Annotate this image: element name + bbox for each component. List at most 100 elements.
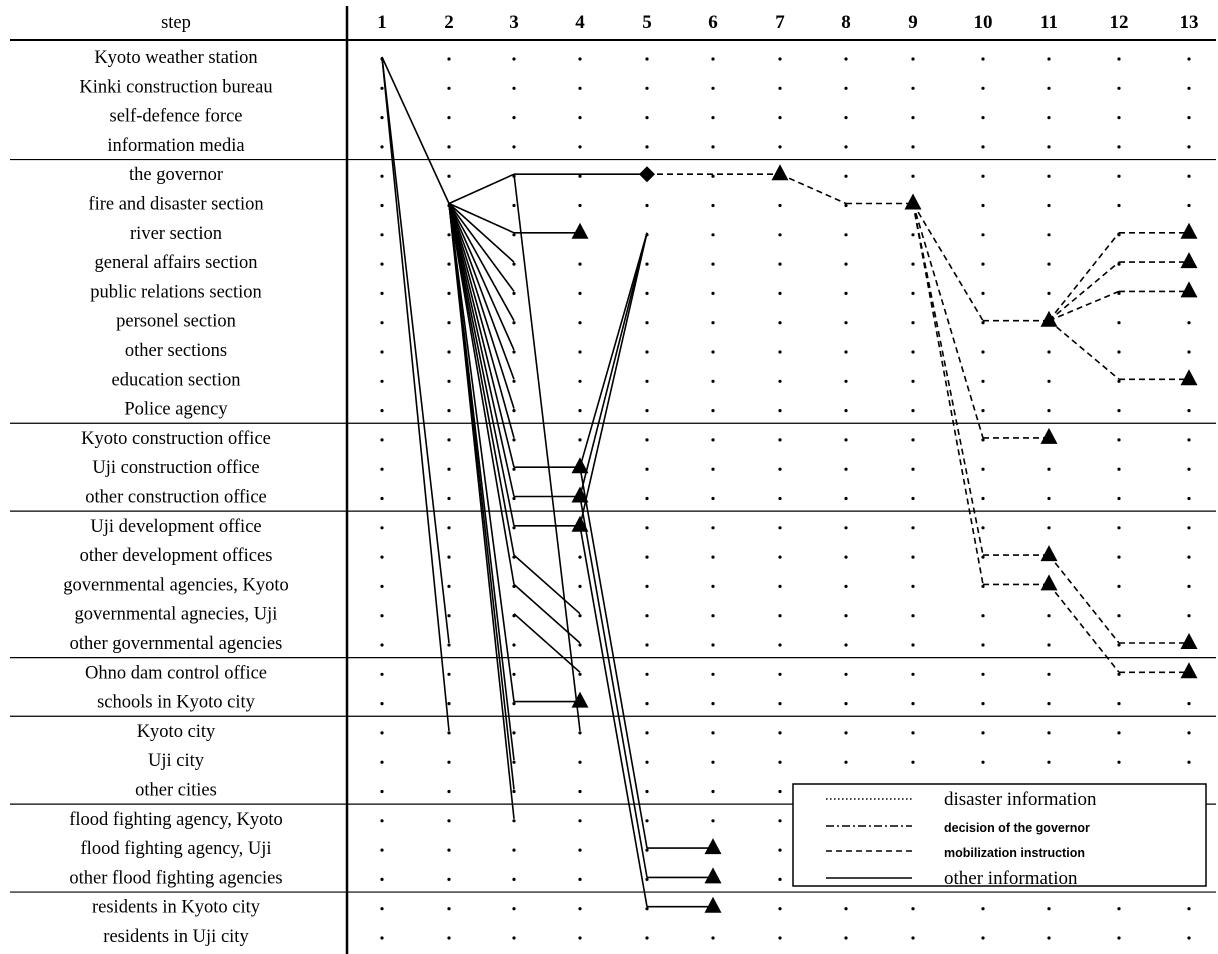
grid-dot	[711, 409, 715, 413]
grid-dot	[1047, 496, 1051, 501]
grid-dot	[1117, 262, 1121, 266]
grid-dot	[578, 584, 582, 589]
grid-dot	[711, 262, 715, 266]
grid-dot	[911, 643, 915, 647]
flow-link	[448, 202, 515, 263]
flow-link	[513, 583, 581, 644]
grid-dot	[512, 467, 516, 471]
arrival-triangle	[1180, 222, 1198, 239]
grid-dot	[512, 877, 516, 882]
grid-dot	[911, 614, 915, 618]
grid-dot	[911, 496, 915, 501]
grid-dot	[578, 145, 582, 149]
grid-dot	[1187, 57, 1191, 61]
grid-dot	[1047, 907, 1051, 911]
grid-dot	[981, 116, 985, 120]
step-number: 1	[377, 12, 387, 33]
grid-dot	[1047, 526, 1051, 530]
grid-dot	[447, 526, 451, 530]
grid-dot	[645, 116, 649, 120]
row-label: Police agency	[124, 400, 228, 420]
grid-dot	[447, 643, 451, 647]
flow-link	[448, 203, 515, 702]
grid-dot	[844, 233, 848, 237]
grid-dot	[645, 321, 649, 325]
grid-dot	[911, 379, 915, 383]
arrival-triangle	[1180, 633, 1198, 649]
arrival-triangle	[571, 691, 589, 708]
flow-link	[1048, 232, 1120, 322]
grid-dot	[447, 702, 451, 706]
grid-dot	[512, 145, 516, 149]
grid-dot	[778, 86, 782, 90]
legend-label: other information	[944, 868, 1078, 889]
grid-dot	[778, 643, 782, 647]
grid-dot	[1047, 233, 1051, 237]
step-header-label: step	[161, 13, 191, 33]
grid-dot	[578, 877, 582, 882]
grid-dot	[711, 819, 715, 823]
grid-dot	[911, 438, 915, 442]
grid-dot	[645, 86, 649, 90]
grid-dot	[911, 57, 915, 61]
flow-link	[579, 467, 648, 849]
grid-dot	[1187, 936, 1191, 940]
grid-dot	[380, 409, 384, 413]
grid-dot	[645, 936, 649, 940]
flow-link	[381, 56, 450, 731]
grid-dot	[844, 760, 848, 764]
step-number: 2	[444, 12, 454, 33]
step-number: 13	[1180, 12, 1199, 33]
grid-dot	[380, 379, 384, 383]
flow-link	[448, 202, 515, 234]
grid-dot	[447, 672, 451, 676]
grid-dot	[512, 848, 516, 852]
legend: disaster information decision of the gove…	[792, 783, 1207, 889]
grid-dot	[1187, 438, 1191, 442]
row-label: other development offices	[80, 546, 273, 566]
grid-dot	[1187, 614, 1191, 618]
grid-dot	[512, 262, 516, 266]
grid-dot	[1187, 467, 1191, 471]
grid-dot	[645, 789, 649, 794]
flow-link	[579, 232, 648, 497]
row-label: other sections	[125, 341, 227, 361]
grid-dot	[844, 702, 848, 706]
grid-dot	[1187, 496, 1191, 501]
row-label: Kyoto construction office	[81, 429, 271, 449]
grid-dot	[1187, 760, 1191, 764]
arrival-triangle	[1040, 310, 1058, 327]
grid-dot	[981, 584, 985, 589]
grid-dot	[380, 350, 384, 354]
grid-dot	[578, 57, 582, 61]
grid-dot	[645, 496, 649, 501]
grid-dot	[844, 174, 848, 178]
grid-dot	[578, 760, 582, 764]
grid-dot	[645, 145, 649, 149]
grid-dot	[911, 291, 915, 295]
grid-dot	[1047, 57, 1051, 61]
grid-dot	[844, 936, 848, 940]
grid-dot	[380, 438, 384, 442]
grid-dot	[911, 555, 915, 559]
row-label: other cities	[135, 781, 217, 801]
flow-link	[448, 173, 515, 205]
grid-dot	[447, 877, 451, 882]
grid-dot	[447, 233, 451, 237]
grid-dot	[711, 321, 715, 325]
grid-dot	[911, 174, 915, 178]
grid-dot	[1117, 86, 1121, 90]
grid-dot	[578, 262, 582, 266]
grid-dot	[844, 203, 848, 208]
row-label: Kyoto weather station	[94, 48, 257, 68]
grid-dot	[778, 262, 782, 266]
legend-label: mobilization instruction	[944, 846, 1085, 860]
grid-dot	[447, 291, 451, 295]
grid-dot	[1047, 203, 1051, 208]
grid-dot	[1187, 409, 1191, 413]
grid-dot	[844, 643, 848, 647]
arrival-triangle	[904, 193, 922, 210]
flow-link	[579, 525, 648, 907]
grid-dot	[911, 907, 915, 911]
